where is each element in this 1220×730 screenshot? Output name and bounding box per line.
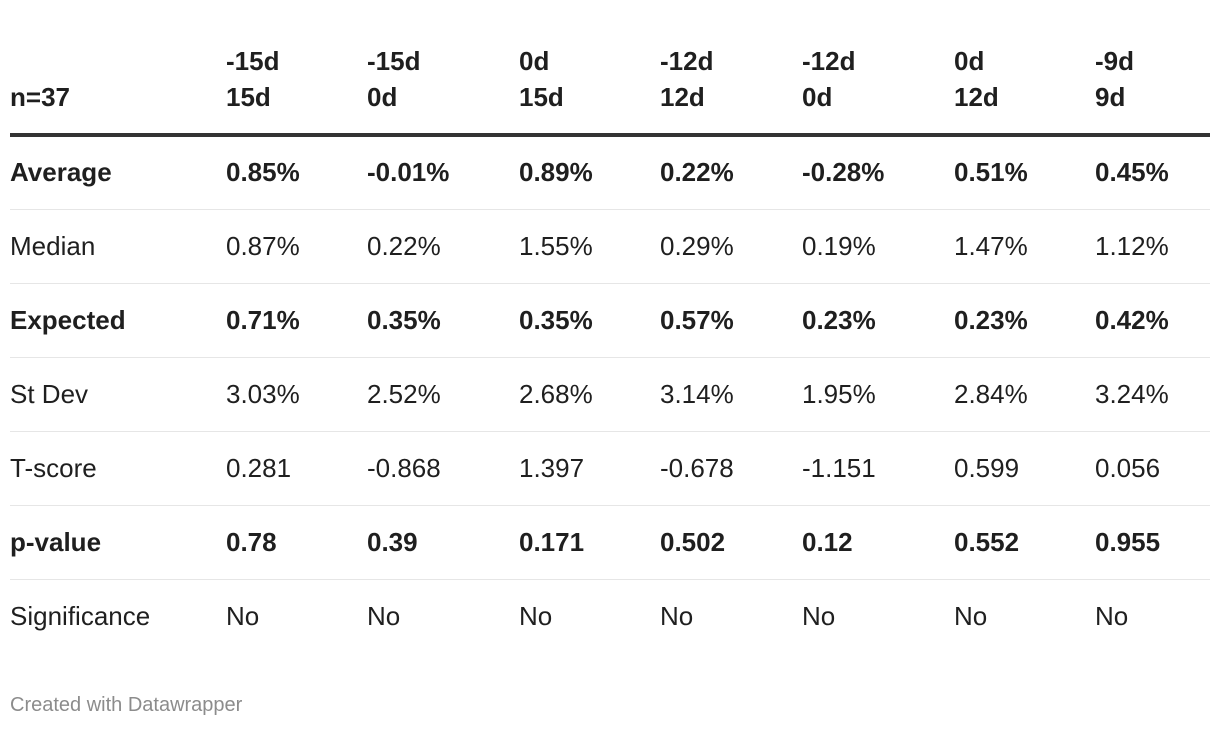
column-header-line2: 9d — [1095, 82, 1126, 112]
column-header-line1: -15d — [367, 46, 421, 76]
table-cell: 0.87% — [226, 230, 300, 261]
table-cell: 0.22% — [660, 157, 734, 188]
column-header-line1: -9d — [1095, 46, 1134, 76]
table-row: Significance No No No No No No No — [10, 579, 1210, 653]
table-row: T-score 0.281 -0.868 1.397 -0.678 -1.151 0.599… — [10, 431, 1210, 505]
table-row: Expected 0.71% 0.35% 0.35% 0.57% 0.23% 0.23% 0.… — [10, 283, 1210, 357]
table-cell: 2.52% — [367, 378, 441, 409]
row-label: Expected — [10, 304, 126, 335]
row-label: St Dev — [10, 378, 89, 409]
table-row: Average 0.85% -0.01% 0.89% 0.22% -0.28% 0.51% 0… — [10, 135, 1210, 209]
table-cell: 0.056 — [1095, 452, 1161, 483]
footer-credit: Created with Datawrapper — [10, 694, 243, 716]
table-cell: 1.12% — [1095, 230, 1169, 261]
table-cell: No — [1095, 600, 1129, 631]
table-cell: 0.171 — [519, 526, 585, 557]
table-cell: 0.78 — [226, 526, 277, 557]
table-cell: 0.23% — [802, 304, 876, 335]
row-label: p-value — [10, 526, 102, 557]
table-cell: 0.281 — [226, 452, 292, 483]
table-cell: 0.71% — [226, 304, 300, 335]
table-cell: 0.45% — [1095, 157, 1169, 188]
table-cell: 0.39 — [367, 526, 418, 557]
table-cell: 0.19% — [802, 230, 876, 261]
table-cell: -1.151 — [802, 452, 876, 483]
column-header-line2: 0d — [367, 82, 398, 112]
table-cell: 0.23% — [954, 304, 1028, 335]
table-cell: 0.599 — [954, 452, 1020, 483]
table-cell: 2.68% — [519, 378, 593, 409]
table-cell: -0.28% — [802, 157, 885, 188]
column-header: -9d 9d — [1095, 0, 1210, 135]
row-label: T-score — [10, 452, 97, 483]
table-cell: 0.12 — [802, 526, 853, 557]
table-cell: No — [226, 600, 260, 631]
row-label: Average — [10, 157, 112, 188]
header-row: n=37 -15d 15d -15d 0d 0d 15d -12d 12d -12d 0d 0d 12… — [10, 0, 1210, 135]
column-header-line2: 0d — [802, 82, 833, 112]
table-cell: 0.502 — [660, 526, 726, 557]
column-header-line1: 0d — [954, 46, 985, 76]
table-cell: 1.397 — [519, 452, 585, 483]
table-cell: 1.95% — [802, 378, 876, 409]
table-row: p-value 0.78 0.39 0.171 0.502 0.12 0.552 0.955 — [10, 505, 1210, 579]
table-cell: No — [954, 600, 988, 631]
table-header: n=37 -15d 15d -15d 0d 0d 15d -12d 12d -12d 0d 0d 12… — [10, 0, 1210, 135]
table-cell: 2.84% — [954, 378, 1028, 409]
table-cell: No — [802, 600, 836, 631]
column-header: -15d 15d — [226, 0, 367, 135]
table-cell: 0.29% — [660, 230, 734, 261]
table-cell: 0.57% — [660, 304, 734, 335]
table-cell: -0.678 — [660, 452, 734, 483]
table-cell: No — [660, 600, 694, 631]
column-header: -15d 0d — [367, 0, 519, 135]
table-cell: -0.01% — [367, 157, 450, 188]
column-header-line2: 12d — [954, 82, 999, 112]
table-cell: -0.868 — [367, 452, 441, 483]
column-header: 0d 12d — [954, 0, 1095, 135]
table-cell: 0.552 — [954, 526, 1020, 557]
column-header-line2: 15d — [226, 82, 271, 112]
table-body: Average 0.85% -0.01% 0.89% 0.22% -0.28% 0.51% 0… — [10, 135, 1210, 653]
column-header-line1: -12d — [660, 46, 714, 76]
column-header: -12d 12d — [660, 0, 802, 135]
table-row: St Dev 3.03% 2.52% 2.68% 3.14% 1.95% 2.84% 3.24… — [10, 357, 1210, 431]
column-header-line2: 12d — [660, 82, 705, 112]
table-cell: 0.85% — [226, 157, 300, 188]
table-container: n=37 -15d 15d -15d 0d 0d 15d -12d 12d -12d 0d 0d 12… — [10, 0, 1210, 653]
table-cell: 0.22% — [367, 230, 441, 261]
table-cell: 3.14% — [660, 378, 734, 409]
table-cell: 0.35% — [519, 304, 593, 335]
row-label: Median — [10, 230, 96, 261]
table-cell: 0.35% — [367, 304, 441, 335]
data-table: n=37 -15d 15d -15d 0d 0d 15d -12d 12d -12d 0d 0d 12… — [10, 0, 1210, 653]
column-header: 0d 15d — [519, 0, 660, 135]
row-label: Significance — [10, 600, 151, 631]
table-cell: 0.42% — [1095, 304, 1169, 335]
table-cell: 1.55% — [519, 230, 593, 261]
table-cell: 1.47% — [954, 230, 1028, 261]
table-cell: 0.89% — [519, 157, 593, 188]
table-cell: 0.955 — [1095, 526, 1161, 557]
table-row: Median 0.87% 0.22% 1.55% 0.29% 0.19% 1.47% 1.12… — [10, 209, 1210, 283]
column-header-line2: 15d — [519, 82, 564, 112]
table-cell: 3.24% — [1095, 378, 1169, 409]
column-header-line1: -15d — [226, 46, 280, 76]
table-cell: No — [367, 600, 401, 631]
table-cell: 0.51% — [954, 157, 1028, 188]
table-cell: No — [519, 600, 553, 631]
column-header-line1: -12d — [802, 46, 856, 76]
corner-label: n=37 — [10, 82, 70, 112]
column-header-line1: 0d — [519, 46, 550, 76]
column-header: -12d 0d — [802, 0, 954, 135]
table-cell: 3.03% — [226, 378, 300, 409]
